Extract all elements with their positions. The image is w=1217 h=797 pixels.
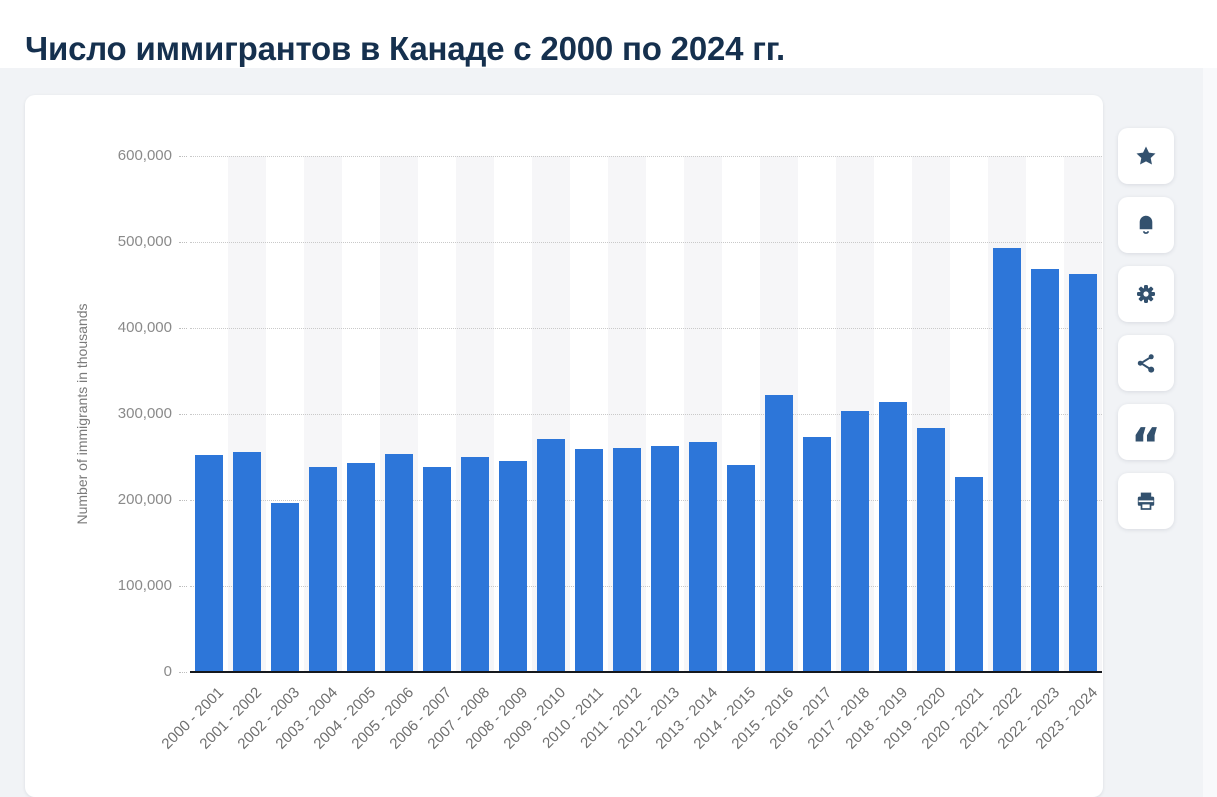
favorite-button[interactable] [1118, 128, 1174, 184]
bar[interactable] [309, 467, 337, 672]
y-tick-label: 600,000 [117, 147, 172, 164]
bar[interactable] [993, 248, 1021, 672]
bar[interactable] [1069, 274, 1097, 672]
chart-action-toolbar: “ [1118, 128, 1174, 529]
gridline [190, 586, 1102, 587]
bar[interactable] [195, 455, 223, 672]
gear-icon [1137, 285, 1155, 303]
plot-area [190, 156, 1102, 673]
bar[interactable] [651, 446, 679, 672]
bar[interactable] [1031, 269, 1059, 672]
bar[interactable] [347, 463, 375, 672]
y-tick-label: 300,000 [117, 405, 172, 422]
page-title: Число иммигрантов в Канаде с 2000 по 202… [25, 30, 786, 68]
bar[interactable] [613, 448, 641, 672]
y-tick-mark [179, 500, 187, 501]
scrollbar-track[interactable] [1203, 68, 1217, 797]
gridline [190, 328, 1102, 329]
printer-icon [1137, 492, 1155, 510]
y-tick-label: 0 [163, 663, 172, 680]
bar[interactable] [423, 467, 451, 672]
y-tick-mark [179, 586, 187, 587]
gridline [190, 414, 1102, 415]
bar[interactable] [233, 452, 261, 672]
bar[interactable] [727, 465, 755, 672]
bell-icon [1139, 215, 1153, 234]
share-icon [1137, 354, 1155, 373]
y-tick-mark [179, 156, 187, 157]
bar[interactable] [803, 437, 831, 672]
star-icon [1136, 146, 1156, 165]
y-tick-label: 400,000 [117, 319, 172, 336]
bar[interactable] [765, 395, 793, 672]
gridline [190, 242, 1102, 243]
chart-card: Number of immigrants in thousands 600,00… [25, 95, 1103, 797]
y-tick-mark [179, 672, 187, 673]
bar[interactable] [841, 411, 869, 672]
bar[interactable] [689, 442, 717, 672]
notifications-button[interactable] [1118, 197, 1174, 253]
y-tick-label: 200,000 [117, 491, 172, 508]
bar[interactable] [385, 454, 413, 672]
bar[interactable] [537, 439, 565, 672]
gridline [190, 156, 1102, 157]
cite-button[interactable]: “ [1118, 404, 1174, 472]
bar[interactable] [575, 449, 603, 672]
x-axis-line [190, 671, 1102, 673]
settings-button[interactable] [1118, 266, 1174, 322]
y-tick-mark [179, 242, 187, 243]
gridline [190, 500, 1102, 501]
y-tick-label: 500,000 [117, 233, 172, 250]
y-tick-mark [179, 414, 187, 415]
bar[interactable] [917, 428, 945, 672]
bar[interactable] [271, 503, 299, 672]
y-tick-mark [179, 328, 187, 329]
bar[interactable] [879, 402, 907, 672]
y-tick-label: 100,000 [117, 577, 172, 594]
bar[interactable] [461, 457, 489, 672]
print-button[interactable] [1118, 473, 1174, 529]
bar[interactable] [955, 477, 983, 672]
bar[interactable] [499, 461, 527, 672]
share-button[interactable] [1118, 335, 1174, 391]
quote-icon: “ [1130, 418, 1162, 472]
